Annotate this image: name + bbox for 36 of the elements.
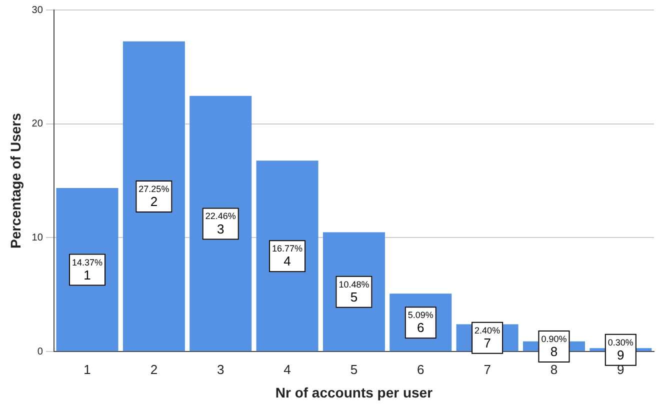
category-label: 1	[84, 267, 91, 282]
data-label: 5.09%	[408, 310, 434, 320]
bar	[56, 188, 118, 352]
y-axis-title: Percentage of Users	[7, 112, 24, 249]
category-label: 3	[216, 221, 224, 236]
data-label: 27.25%	[138, 184, 170, 194]
x-tick-label: 2	[150, 362, 158, 377]
x-tick-label: 7	[484, 362, 491, 377]
data-label: 0.90%	[541, 334, 567, 344]
bar	[122, 41, 185, 352]
x-tick-label: 5	[350, 362, 358, 377]
category-label: 9	[617, 347, 624, 362]
bar	[256, 160, 318, 352]
category-label: 2	[150, 194, 158, 210]
category-label: 4	[284, 254, 291, 269]
data-label: 14.37%	[72, 257, 103, 268]
bar	[190, 96, 252, 352]
y-tick-label: 20	[32, 118, 44, 130]
x-tick-label: 4	[284, 362, 291, 377]
data-label: 10.48%	[338, 279, 370, 290]
category-label: 8	[550, 344, 558, 360]
x-tick-label: 1	[84, 362, 91, 377]
y-tick-label: 10	[32, 232, 44, 244]
data-label: 2.40%	[474, 325, 500, 336]
category-label: 5	[350, 290, 358, 305]
x-tick-label: 6	[417, 362, 424, 377]
x-axis-title: Nr of accounts per user	[275, 384, 434, 400]
y-tick-label: 30	[32, 4, 44, 16]
x-tick-label: 8	[550, 362, 558, 377]
category-label: 7	[484, 336, 491, 351]
x-tick-label: 3	[216, 362, 224, 377]
data-label: 0.30%	[608, 337, 634, 348]
data-label: 22.46%	[205, 211, 236, 222]
data-label: 16.77%	[272, 244, 303, 254]
y-tick-label: 0	[37, 346, 44, 358]
category-label: 6	[417, 320, 424, 336]
